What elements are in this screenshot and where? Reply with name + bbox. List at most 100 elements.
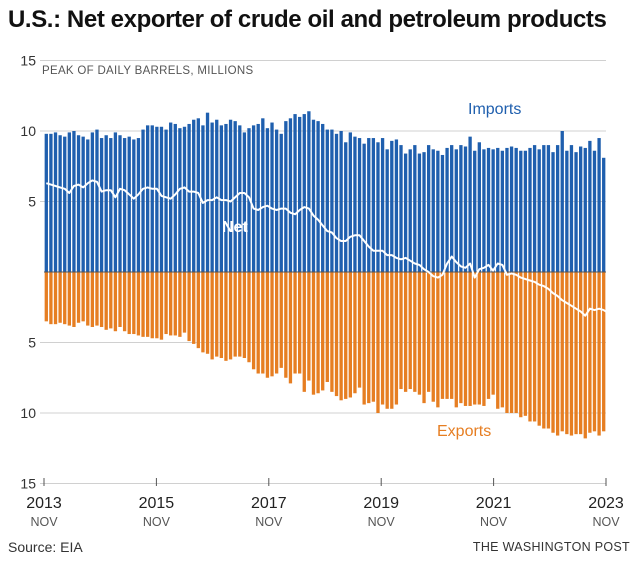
source-note: Source: EIA	[8, 539, 83, 555]
exports-bar	[422, 272, 426, 404]
imports-bar	[44, 133, 48, 272]
imports-bar	[76, 135, 81, 272]
imports-bar	[261, 118, 265, 272]
exports-bar	[127, 272, 131, 335]
imports-bar	[325, 129, 329, 272]
exports-bar	[592, 272, 597, 432]
credit-line: THE WASHINGTON POST	[472, 540, 630, 554]
exports-bar	[482, 272, 486, 406]
exports-bar	[445, 272, 449, 399]
chart-svg: 15 10 5 5 10 15 PEAK OF DAILY BARRELS, MILLIO…	[20, 53, 624, 530]
exports-bar	[555, 272, 560, 436]
exports-bar	[523, 272, 528, 416]
imports-bar	[426, 145, 431, 272]
imports-bar	[63, 136, 67, 272]
exports-bar	[602, 272, 606, 432]
exports-bar	[270, 272, 274, 377]
imports-bar	[210, 122, 214, 272]
exports-bar	[109, 272, 113, 329]
x-axis: 2013 NOV 2015 NOV 2017 NOV 2019 NOV 2021 NOV 2023 N…	[26, 478, 624, 529]
y-tick-label: 5	[28, 335, 36, 351]
imports-bar	[201, 125, 205, 272]
imports-bar	[574, 152, 578, 272]
exports-bar	[509, 272, 514, 413]
imports-bar	[500, 150, 505, 272]
imports-bar	[454, 149, 458, 272]
imports-bar	[284, 121, 288, 272]
x-tick-month: NOV	[480, 515, 508, 529]
exports-bar	[210, 272, 214, 360]
imports-bar	[514, 147, 518, 272]
imports-bars	[44, 111, 606, 273]
imports-bar	[445, 147, 449, 272]
imports-bar	[551, 152, 555, 272]
imports-bar	[104, 135, 108, 272]
imports-bar	[256, 123, 260, 272]
exports-bar	[293, 272, 297, 374]
exports-bar	[436, 272, 440, 408]
exports-bar	[321, 272, 325, 391]
imports-bar	[109, 138, 113, 272]
exports-bar	[348, 272, 352, 398]
imports-bar	[307, 111, 311, 272]
imports-bar	[523, 150, 528, 272]
imports-bar	[509, 146, 514, 272]
imports-bar	[390, 140, 394, 272]
x-tick-month: NOV	[368, 515, 396, 529]
imports-bar	[205, 112, 210, 272]
imports-bar	[528, 147, 532, 272]
imports-bar	[169, 122, 173, 272]
exports-bar	[542, 272, 546, 429]
imports-bar	[417, 153, 422, 272]
exports-bar	[399, 272, 403, 390]
x-tick-year: 2021	[476, 495, 512, 512]
exports-bar	[228, 272, 233, 360]
imports-bar	[228, 119, 233, 272]
exports-bar	[49, 272, 53, 325]
imports-bar	[178, 128, 182, 272]
exports-bar	[316, 272, 320, 394]
imports-bar	[247, 128, 251, 272]
imports-bar	[127, 136, 131, 272]
exports-bar	[463, 272, 468, 406]
imports-bar	[145, 125, 150, 272]
exports-bar	[330, 272, 334, 392]
exports-bar	[528, 272, 532, 422]
exports-bar	[251, 272, 256, 370]
chart-title: U.S.: Net exporter of crude oil and petr…	[8, 6, 607, 33]
exports-bar	[339, 272, 343, 401]
imports-bar	[339, 131, 343, 272]
imports-bar	[293, 114, 297, 272]
exports-bar	[537, 272, 541, 426]
imports-bar	[164, 129, 168, 272]
x-tick-month: NOV	[30, 515, 58, 529]
exports-bar	[150, 272, 154, 339]
exports-bar	[86, 272, 90, 326]
imports-bar	[53, 132, 58, 272]
exports-bar	[81, 272, 85, 322]
exports-bar	[279, 272, 283, 368]
exports-bar	[136, 272, 141, 336]
exports-bar	[182, 272, 187, 333]
imports-bar	[579, 146, 583, 272]
imports-bar	[459, 145, 463, 272]
imports-bar	[555, 145, 560, 272]
y-tick-label: 5	[28, 194, 36, 210]
imports-bar	[569, 145, 574, 272]
exports-bar	[486, 272, 491, 399]
imports-bar	[431, 149, 435, 272]
exports-bar	[450, 272, 454, 399]
imports-bar	[215, 119, 219, 272]
imports-bar	[560, 131, 564, 272]
imports-bar	[367, 138, 371, 272]
imports-bar	[532, 145, 537, 272]
exports-label: Exports	[437, 423, 491, 440]
imports-bar	[482, 149, 486, 272]
exports-bar	[413, 272, 417, 392]
imports-bar	[321, 123, 325, 272]
imports-bar	[353, 136, 357, 272]
exports-bar	[187, 272, 191, 342]
imports-bar	[565, 150, 569, 272]
exports-bar	[394, 272, 399, 405]
exports-bar	[344, 272, 348, 399]
